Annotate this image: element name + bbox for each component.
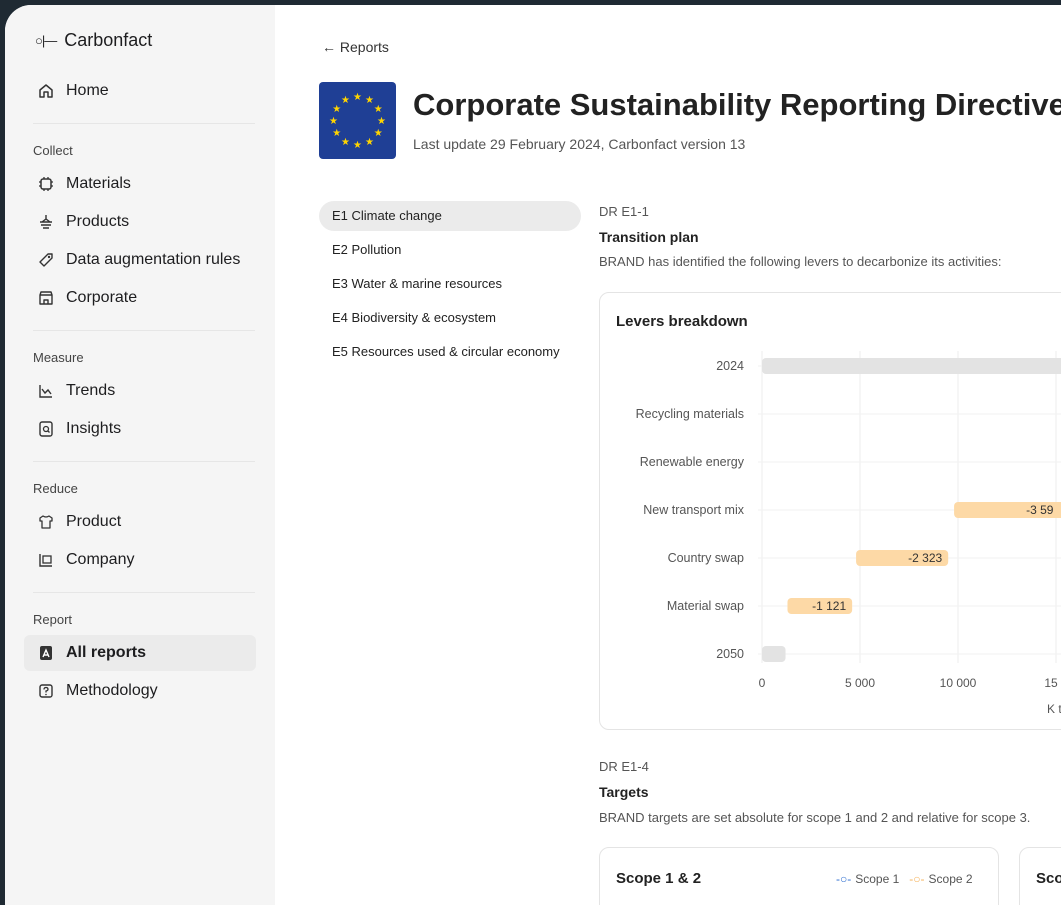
sidebar-item-products[interactable]: Products [24, 204, 256, 240]
scope3-card: Sco [1019, 847, 1061, 905]
section-label-reduce: Reduce [33, 481, 78, 496]
toc-item-e3[interactable]: E3 Water & marine resources [332, 276, 503, 291]
arrow-left-icon: ← [322, 39, 340, 55]
logo-mark-icon: ○|— [35, 33, 57, 48]
document-search-icon [36, 419, 56, 439]
scope12-title: Scope 1 & 2 [616, 870, 702, 887]
app-window: ○|— Carbonfact Home Collect Materials Pr… [5, 5, 1061, 905]
main-content: ← Reports ★ ★ ★ ★ ★ ★ ★ ★ ★ ★ ★ ★ Corporate Sustain… [275, 5, 1061, 905]
x-tick-label: 5 000 [845, 676, 875, 690]
lever-bar [762, 358, 1061, 374]
flag-star: ★ [332, 104, 341, 115]
divider [33, 592, 255, 593]
divider [33, 330, 255, 331]
sidebar-item-corporate[interactable]: Corporate [24, 280, 256, 316]
flag-star: ★ [353, 140, 362, 151]
section-text: BRAND has identified the following lever… [599, 254, 1002, 269]
question-icon [36, 681, 56, 701]
section-label-collect: Collect [33, 143, 73, 158]
sidebar: ○|— Carbonfact Home Collect Materials Pr… [5, 5, 275, 905]
sidebar-item-trends[interactable]: Trends [24, 373, 256, 409]
eu-stars: ★ ★★★★★★★★★★★ [329, 92, 386, 151]
trend-chart-icon [36, 381, 56, 401]
lever-bar [787, 598, 853, 614]
chart-legend: -○- Scope 1 -○- Scope 2 [836, 872, 973, 886]
section-code: DR E1-1 [599, 204, 649, 219]
toc-item-e4[interactable]: E4 Biodiversity & ecosystem [332, 310, 497, 325]
lever-bar [762, 646, 786, 662]
sidebar-item-company[interactable]: Company [24, 542, 256, 578]
levers-chart-card: Levers breakdown 2024 Recycling materials… [599, 292, 1061, 730]
sidebar-item-home[interactable]: Home [24, 73, 256, 109]
store-icon [36, 288, 56, 308]
lever-bar [856, 550, 949, 566]
scope3-title: Sco [1036, 870, 1061, 887]
section-label-report: Report [33, 612, 73, 627]
trolley-icon [36, 550, 56, 570]
divider [33, 461, 255, 462]
bar-data-label: -1 121 [812, 599, 846, 613]
bar-data-label: -2 323 [908, 551, 942, 565]
y-tick-label: Material swap [667, 599, 744, 613]
legend-line-icon: -○- [909, 872, 925, 886]
section-title: Transition plan [599, 229, 699, 245]
y-tick-label: Recycling materials [636, 407, 744, 421]
tag-icon [36, 250, 56, 270]
y-tick-label: Country swap [668, 551, 744, 565]
flag-star: ★ [341, 95, 350, 106]
x-axis-label: K t [1047, 702, 1061, 716]
sidebar-item-data-augmentation-rules[interactable]: Data augmentation rules [24, 242, 256, 278]
logo[interactable]: ○|— Carbonfact [35, 30, 152, 51]
flag-star: ★ [377, 116, 386, 127]
levers-chart: 2024 Recycling materials Renewable energy N… [636, 351, 1061, 716]
scope12-card: Scope 1 & 2 -○- Scope 1 -○- Scope 2 [599, 847, 999, 905]
app-name: Carbonfact [64, 30, 153, 50]
flag-star: ★ [365, 137, 374, 148]
sidebar-item-insights[interactable]: Insights [24, 411, 256, 447]
x-tick-label: 0 [759, 676, 766, 690]
section-title: Targets [599, 784, 649, 800]
flag-star: ★ [374, 128, 383, 139]
back-to-reports-link[interactable]: ← Reports [322, 39, 389, 55]
eu-flag-icon: ★ ★ ★ ★ ★ ★ ★ ★ ★ ★ ★ ★ [319, 82, 396, 159]
flag-star: ★ [365, 95, 374, 106]
legend-line-icon: -○- [836, 872, 852, 886]
flag-star: ★ [332, 128, 341, 139]
report-icon [36, 643, 56, 663]
home-icon [36, 81, 56, 101]
toc-item-e1[interactable]: E1 Climate change [319, 201, 581, 231]
sidebar-item-methodology[interactable]: Methodology [24, 673, 256, 709]
y-tick-label: Renewable energy [640, 455, 745, 469]
divider [33, 123, 255, 124]
bar-data-label: -3 59 [1026, 503, 1054, 517]
y-tick-label: New transport mix [643, 503, 744, 517]
chip-icon [36, 174, 56, 194]
page-title: Corporate Sustainability Reporting Direc… [413, 87, 1061, 122]
toc-item-e5[interactable]: E5 Resources used & circular economy [332, 344, 560, 359]
section-label-measure: Measure [33, 350, 84, 365]
section-code: DR E1-4 [599, 759, 649, 774]
legend-label: Scope 1 [855, 872, 900, 886]
flag-star: ★ [353, 92, 362, 103]
y-tick-label: 2024 [716, 359, 744, 373]
toc-item-e2[interactable]: E2 Pollution [332, 242, 402, 257]
section-text: BRAND targets are set absolute for scope… [599, 810, 1031, 825]
legend-label: Scope 2 [928, 872, 973, 886]
sidebar-item-materials[interactable]: Materials [24, 166, 256, 202]
page-subtitle: Last update 29 February 2024, Carbonfact… [413, 136, 746, 152]
x-tick-label: 10 000 [940, 676, 977, 690]
flag-star: ★ [374, 104, 383, 115]
shirt-icon [36, 512, 56, 532]
sidebar-item-product[interactable]: Product [24, 504, 256, 540]
flag-star: ★ [329, 116, 338, 127]
hanger-icon [36, 212, 56, 232]
x-tick-label: 15 0 [1044, 676, 1061, 690]
chart-title: Levers breakdown [616, 313, 748, 330]
sidebar-item-all-reports[interactable]: All reports [24, 635, 256, 671]
lever-bar [954, 502, 1061, 518]
flag-star: ★ [341, 137, 350, 148]
y-tick-label: 2050 [716, 647, 744, 661]
